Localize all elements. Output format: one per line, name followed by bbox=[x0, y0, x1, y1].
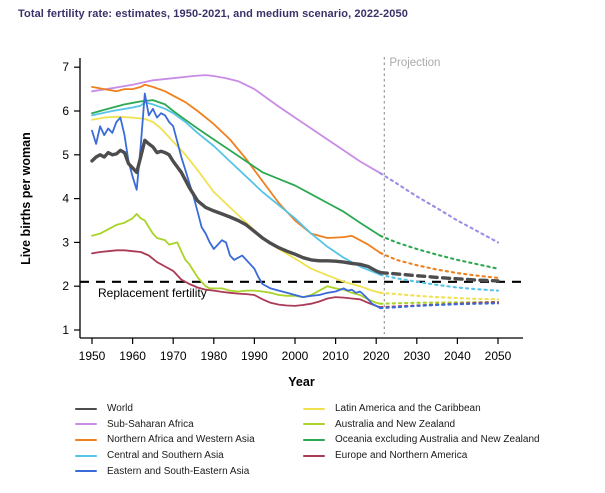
legend-label: Oceania excluding Australia and New Zeal… bbox=[335, 434, 540, 446]
svg-text:1960: 1960 bbox=[119, 349, 146, 363]
series-latin-america-and-the-caribbean-projection bbox=[379, 291, 500, 301]
series-australia-and-new-zealand-projection bbox=[379, 300, 500, 305]
legend-label: Central and Southern Asia bbox=[107, 450, 224, 462]
legend-item-eastern-and-south-eastern-asia: Eastern and South-Eastern Asia bbox=[75, 463, 255, 479]
svg-text:1990: 1990 bbox=[241, 349, 268, 363]
svg-text:5: 5 bbox=[62, 148, 69, 162]
svg-text:4: 4 bbox=[62, 192, 69, 206]
legend-label: World bbox=[107, 403, 133, 415]
series-central-and-southern-asia-estimates bbox=[91, 101, 382, 276]
legend-item-world: World bbox=[75, 401, 255, 417]
svg-text:1: 1 bbox=[62, 323, 69, 337]
x-tick-labels: 1950 1960 1970 1980 1990 2000 2010 2020 2030 2040… bbox=[79, 338, 512, 363]
legend-label: Eastern and South-Eastern Asia bbox=[107, 465, 250, 477]
legend-swatch bbox=[303, 438, 325, 441]
svg-text:7: 7 bbox=[62, 60, 69, 74]
series-world-estimates bbox=[90, 138, 382, 275]
svg-text:2010: 2010 bbox=[322, 349, 349, 363]
svg-text:3: 3 bbox=[62, 235, 69, 249]
legend-swatch bbox=[75, 470, 97, 473]
y-tick-labels: 1 2 3 4 5 6 7 bbox=[62, 60, 80, 337]
svg-text:2040: 2040 bbox=[444, 349, 471, 363]
fertility-line-chart: 1950 1960 1970 1980 1990 2000 2010 2020 2030 2040… bbox=[19, 57, 523, 389]
legend-label: Australia and New Zealand bbox=[335, 418, 456, 430]
legend-item-latin-america-and-the-caribbean: Latin America and the Caribbean bbox=[303, 401, 540, 417]
legend-item-australia-and-new-zealand: Australia and New Zealand bbox=[303, 417, 540, 433]
svg-text:2030: 2030 bbox=[403, 349, 430, 363]
projection-label: Projection bbox=[389, 57, 440, 69]
legend-item-sub-saharan-africa: Sub-Saharan Africa bbox=[75, 417, 255, 433]
series-latin-america-and-the-caribbean-estimates bbox=[91, 115, 382, 294]
series-northern-africa-and-western-asia-projection bbox=[379, 251, 500, 279]
legend-label: Latin America and the Caribbean bbox=[335, 403, 481, 415]
svg-text:2050: 2050 bbox=[485, 349, 512, 363]
svg-text:2020: 2020 bbox=[363, 349, 390, 363]
y-axis-label: Live births per woman bbox=[19, 132, 33, 265]
legend-item-northern-africa-and-western-asia: Northern Africa and Western Asia bbox=[75, 432, 255, 448]
svg-text:6: 6 bbox=[62, 104, 69, 118]
series-world-projection bbox=[378, 270, 500, 283]
series-europe-and-northern-america-estimates bbox=[91, 249, 382, 309]
series-oceania-excluding-australia-and-new-zealand-projection bbox=[379, 234, 500, 270]
legend-column-left: World Sub-Saharan Africa Northern Africa a… bbox=[75, 401, 255, 479]
svg-text:1970: 1970 bbox=[160, 349, 187, 363]
series-eastern-and-south-eastern-asia-projection bbox=[379, 302, 500, 310]
series-northern-africa-and-western-asia-estimates bbox=[91, 83, 382, 254]
legend-label: Northern Africa and Western Asia bbox=[107, 434, 255, 446]
series-australia-and-new-zealand-estimates bbox=[91, 212, 382, 305]
series-eastern-and-south-eastern-asia-estimates bbox=[91, 92, 382, 310]
legend-swatch bbox=[303, 454, 325, 457]
svg-text:2: 2 bbox=[62, 279, 69, 293]
legend-label: Sub-Saharan Africa bbox=[107, 418, 194, 430]
legend-swatch bbox=[75, 438, 97, 441]
series-oceania-excluding-australia-and-new-zealand-estimates bbox=[91, 99, 382, 237]
legend-swatch bbox=[303, 423, 325, 426]
legend-swatch bbox=[75, 454, 97, 457]
legend-swatch bbox=[303, 407, 325, 410]
svg-text:2000: 2000 bbox=[282, 349, 309, 363]
svg-text:1950: 1950 bbox=[79, 349, 106, 363]
legend-swatch bbox=[75, 407, 97, 410]
series-sub-saharan-africa-estimates bbox=[91, 74, 382, 175]
series-sub-saharan-africa-projection bbox=[379, 172, 500, 244]
x-axis-label: Year bbox=[288, 375, 315, 389]
legend-item-central-and-southern-asia: Central and Southern Asia bbox=[75, 448, 255, 464]
svg-text:1980: 1980 bbox=[200, 349, 227, 363]
chart-title: Total fertility rate: estimates, 1950-20… bbox=[18, 8, 408, 20]
legend-label: Europe and Northern America bbox=[335, 450, 468, 462]
legend-column-right: Latin America and the Caribbean Australia… bbox=[303, 401, 540, 463]
legend-item-europe-and-northern-america: Europe and Northern America bbox=[303, 448, 540, 464]
replacement-fertility-label: Replacement fertility bbox=[98, 286, 207, 300]
series-central-and-southern-asia-projection bbox=[379, 273, 500, 292]
legend-swatch bbox=[75, 423, 97, 426]
legend-item-oceania-excluding-australia-and-new-zealand: Oceania excluding Australia and New Zeal… bbox=[303, 432, 540, 448]
